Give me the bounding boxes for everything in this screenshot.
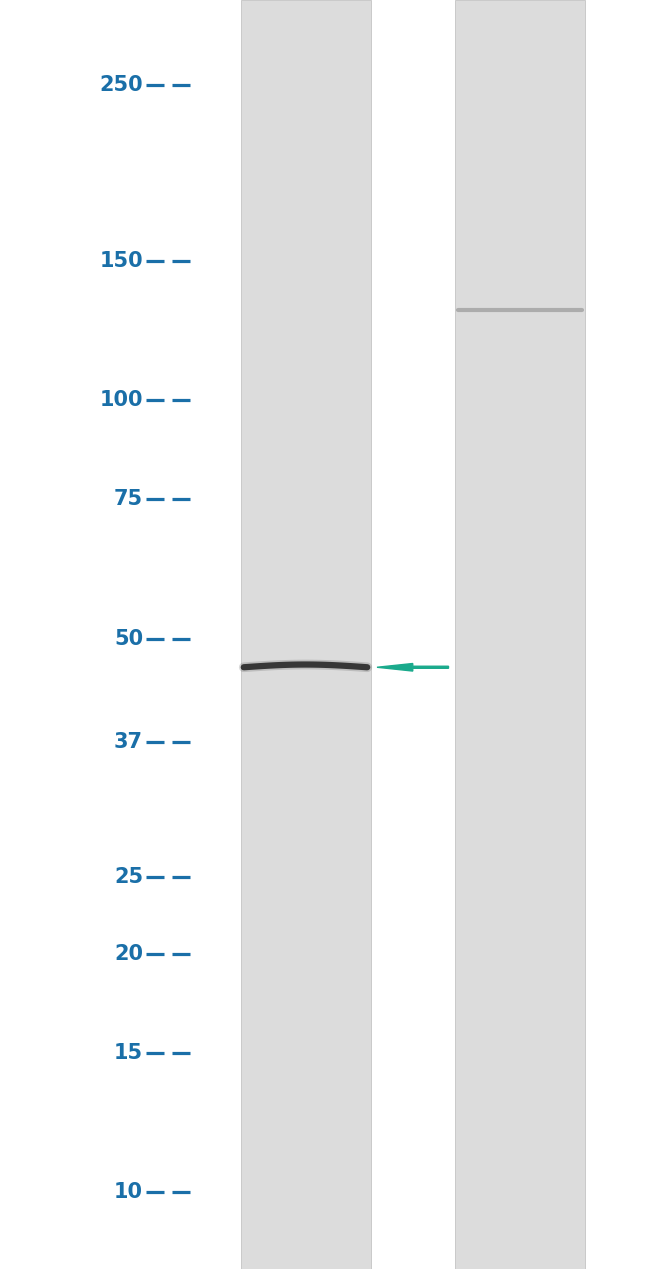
Text: 250: 250 (99, 75, 143, 95)
Text: 100: 100 (99, 390, 143, 410)
FancyArrow shape (377, 664, 448, 671)
Text: 15: 15 (114, 1043, 143, 1062)
Bar (240, 0, 370, 1269)
Text: 25: 25 (114, 867, 143, 887)
Text: 50: 50 (114, 628, 143, 648)
Text: 20: 20 (114, 944, 143, 963)
Text: 37: 37 (114, 732, 143, 753)
Text: 10: 10 (114, 1183, 143, 1202)
Text: 75: 75 (114, 489, 143, 509)
Text: 150: 150 (99, 251, 143, 270)
Bar (455, 0, 585, 1269)
